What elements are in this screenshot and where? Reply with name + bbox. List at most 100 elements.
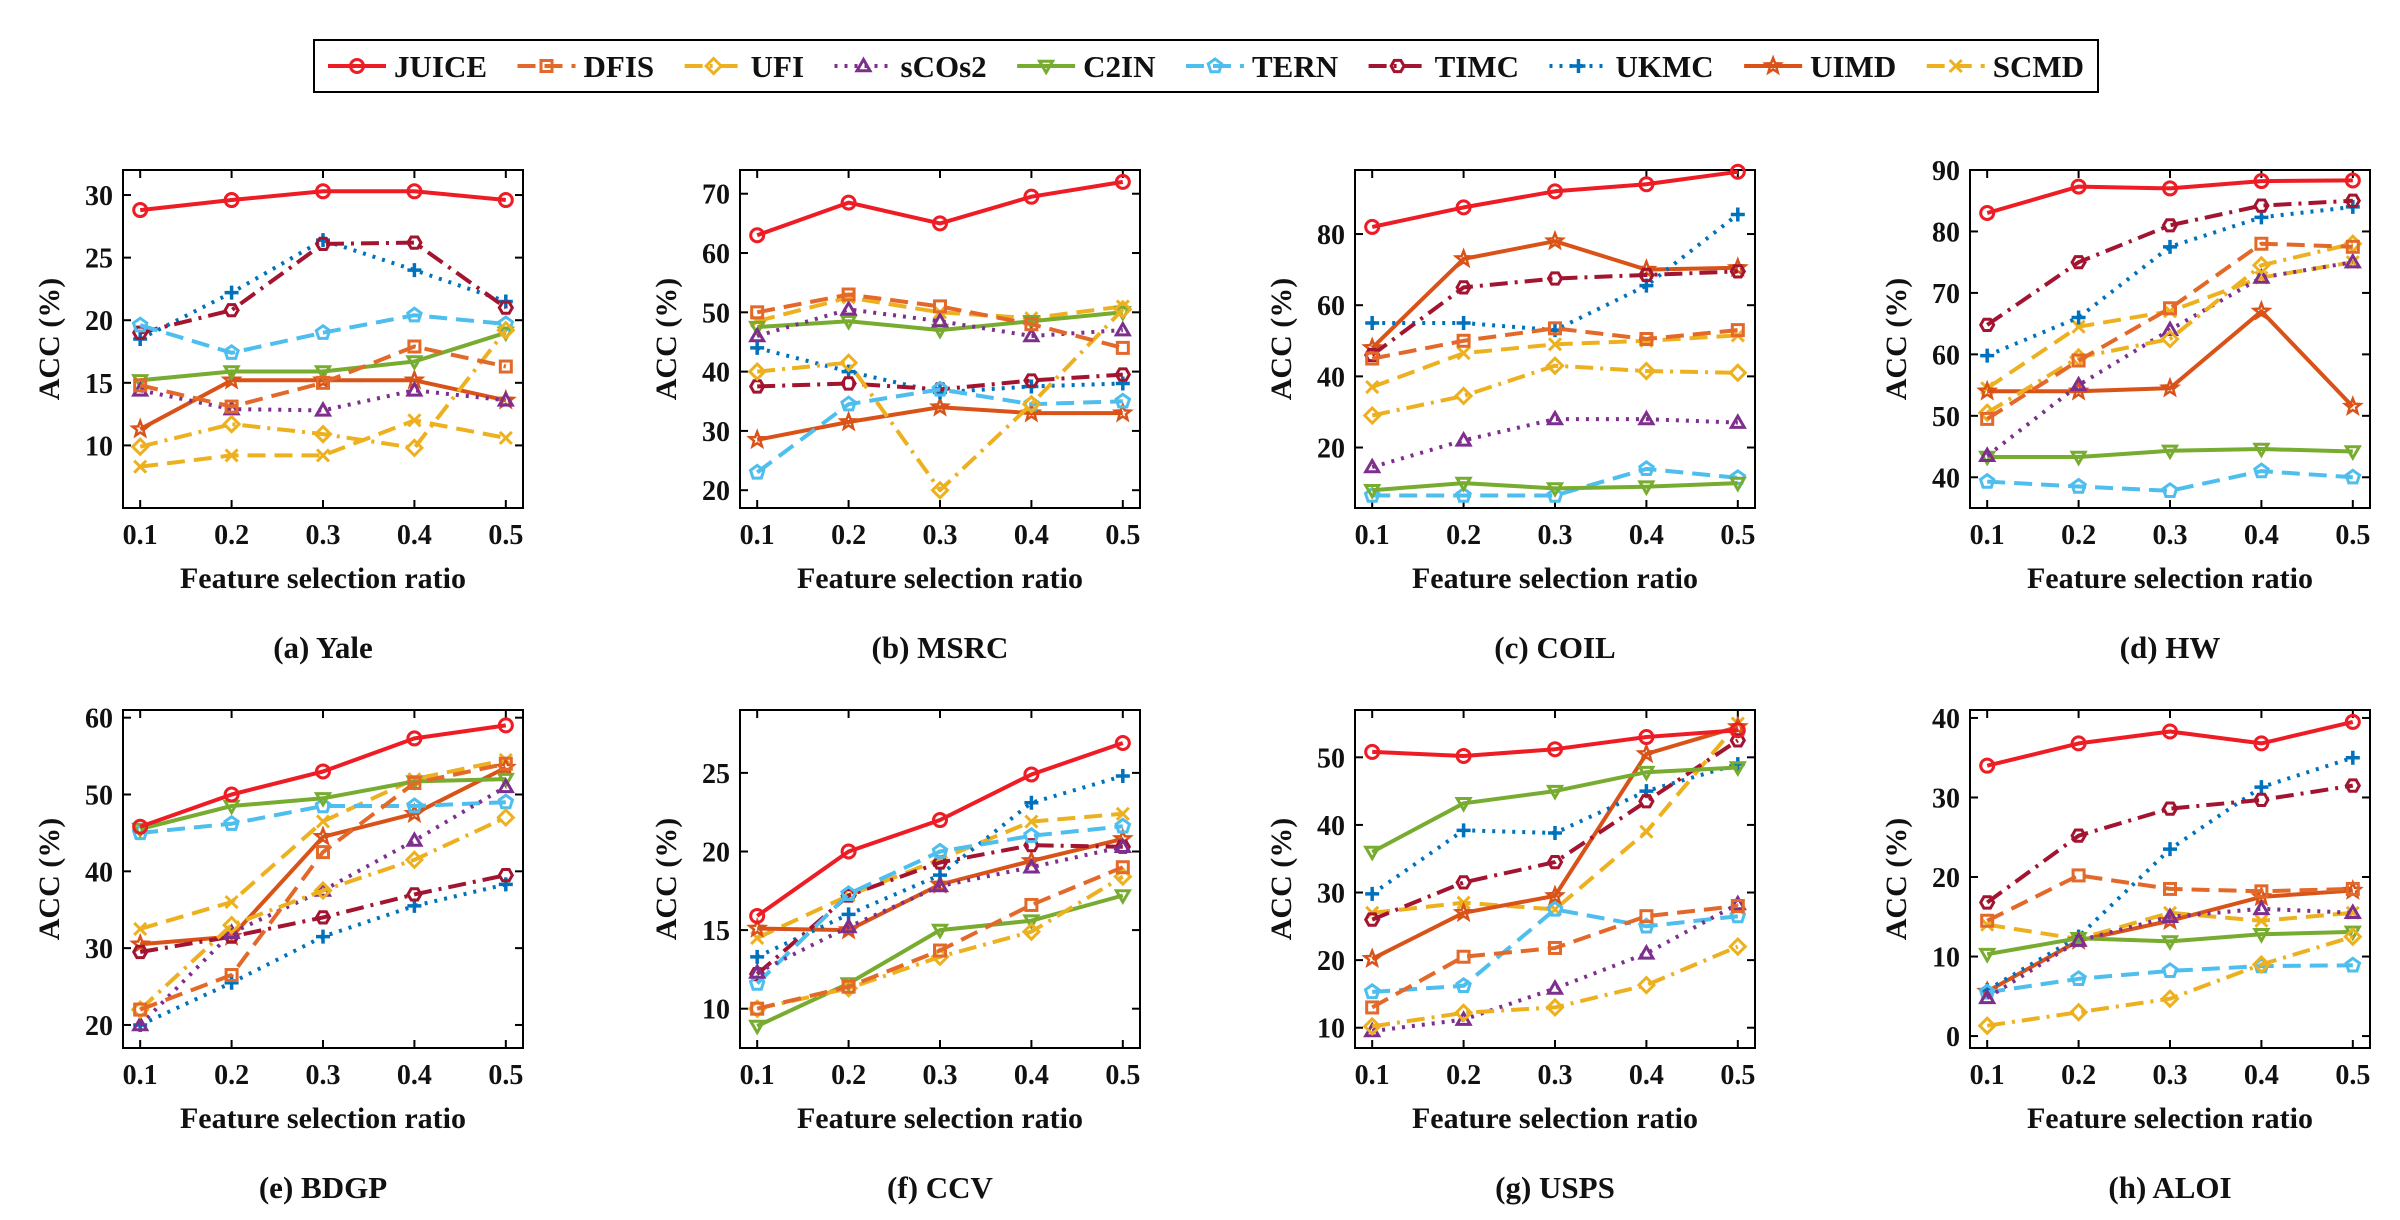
- data-point-ufi: [1362, 1016, 1382, 1037]
- data-point-timc: [406, 887, 423, 902]
- y-tick-label: 90: [1932, 156, 1960, 187]
- series-timc: [1978, 778, 2362, 910]
- data-point-dfis: [2254, 236, 2269, 251]
- data-point-timc: [2253, 792, 2270, 807]
- series-dfis: [750, 860, 1130, 1016]
- legend-label-scos2: sCOs2: [901, 49, 987, 84]
- series-line-dfis: [1986, 241, 2353, 421]
- panel-ccv: 0.1 0.2 0.3 0.4 0.5 10 15 20 25 Feature selection…: [650, 709, 1141, 1205]
- series-line-timc: [1986, 198, 2353, 327]
- data-point-juice: [132, 202, 149, 219]
- data-point-juice: [315, 183, 331, 200]
- series-line-juice: [756, 741, 1124, 918]
- legend-label-uimd: UIMD: [1810, 49, 1896, 84]
- data-point-dfis: [316, 845, 330, 860]
- data-point-scos2: [1113, 320, 1132, 337]
- data-point-timc: [406, 235, 423, 250]
- data-point-scos2: [1454, 430, 1473, 447]
- data-point-dfis: [1365, 351, 1380, 366]
- x-tick-label: 0.4: [2244, 520, 2279, 551]
- data-point-scos2: [222, 923, 241, 939]
- data-point-timc: [2070, 255, 2087, 270]
- data-point-dfis: [2071, 353, 2086, 368]
- data-point-uimd: [746, 916, 769, 938]
- data-point-c2in: [1113, 889, 1132, 905]
- data-point-tern: [1363, 486, 1381, 503]
- y-tick-label: 20: [702, 476, 730, 507]
- series-line-uimd: [1371, 724, 1739, 961]
- legend-marker-uimd: [1762, 54, 1784, 76]
- x-tick-label: 0.1: [123, 520, 158, 551]
- data-point-ufi: [2068, 1002, 2089, 1022]
- y-tick-label: 30: [85, 934, 113, 965]
- series-timc: [131, 868, 515, 960]
- series-line-timc: [139, 873, 507, 954]
- y-tick-label: 20: [1317, 434, 1345, 465]
- y-tick-label: 50: [85, 781, 113, 812]
- x-axis-label: Feature selection ratio: [2027, 562, 2313, 595]
- series-line-c2in: [757, 310, 1123, 333]
- series-line-juice: [1986, 719, 2354, 768]
- data-point-c2in: [2252, 442, 2271, 459]
- series-line-tern: [139, 313, 506, 355]
- y-axis-label: ACC (%): [650, 278, 683, 400]
- y-tick-label: 0: [1946, 1022, 1960, 1053]
- series-line-ufi: [138, 815, 507, 1012]
- x-tick-label: 0.5: [1720, 520, 1755, 551]
- data-point-c2in: [1728, 476, 1747, 493]
- y-tick-label: 25: [702, 759, 730, 790]
- data-point-tern: [406, 797, 423, 814]
- data-point-ufi: [747, 361, 767, 382]
- series-line-uimd: [140, 765, 507, 947]
- data-point-juice: [1638, 176, 1655, 193]
- data-point-ufi: [221, 915, 242, 935]
- data-point-dfis: [1730, 323, 1745, 338]
- series-scos2: [1978, 252, 2362, 462]
- data-point-timc: [1455, 280, 1472, 295]
- data-point-juice: [2344, 172, 2361, 189]
- series-line-ufi: [1986, 241, 2354, 415]
- legend: JUICE DFIS UFI sCOs2 C2IN TERN TIMC UKMC UIMD SCM…: [313, 39, 2099, 93]
- series-c2in: [1978, 442, 2362, 467]
- y-tick-label: 40: [1932, 463, 1960, 494]
- data-point-juice: [932, 812, 948, 829]
- data-point-ukmc: [2071, 310, 2086, 325]
- data-point-timc: [1978, 895, 1996, 910]
- y-tick-label: 20: [85, 306, 113, 337]
- series-scos2: [748, 837, 1132, 979]
- data-point-ufi: [1977, 1016, 1997, 1036]
- data-point-ukmc: [1548, 826, 1562, 841]
- data-point-ufi: [404, 850, 425, 870]
- data-point-scos2: [2069, 375, 2088, 392]
- data-point-ukmc: [224, 285, 239, 300]
- data-point-scmd: [1024, 814, 1039, 829]
- y-tick-label: 10: [702, 995, 730, 1026]
- legend-marker-scmd: [1948, 58, 1963, 74]
- data-point-uimd: [312, 825, 334, 847]
- data-point-dfis: [1456, 333, 1471, 348]
- data-point-c2in: [2160, 444, 2180, 461]
- x-tick-label: 0.2: [214, 520, 249, 551]
- x-tick-label: 0.3: [2153, 520, 2188, 551]
- y-axis-label: ACC (%): [33, 278, 66, 400]
- panel-yale: 0.1 0.2 0.3 0.4 0.5 10 15 20 25 30 Feature selecti…: [33, 169, 524, 665]
- data-point-uimd: [1635, 742, 1658, 764]
- data-point-timc: [1638, 794, 1655, 809]
- data-point-ufi: [930, 480, 950, 500]
- data-point-scmd: [1547, 337, 1563, 352]
- series-line-timc: [1371, 738, 1739, 922]
- x-tick-label: 0.5: [488, 520, 523, 551]
- series-line-dfis: [139, 344, 507, 409]
- data-point-juice: [1364, 218, 1381, 235]
- series-ufi: [130, 320, 516, 458]
- data-point-dfis: [407, 339, 422, 354]
- data-point-ufi: [221, 414, 242, 434]
- x-tick-label: 0.1: [1970, 1060, 2005, 1091]
- data-point-juice: [1364, 743, 1381, 760]
- series-dfis: [750, 287, 1130, 355]
- data-point-ukmc: [316, 929, 330, 944]
- series-line-tern: [755, 824, 1124, 985]
- data-point-juice: [2162, 723, 2178, 740]
- data-point-ufi: [1636, 361, 1657, 381]
- data-point-ufi: [2343, 927, 2363, 947]
